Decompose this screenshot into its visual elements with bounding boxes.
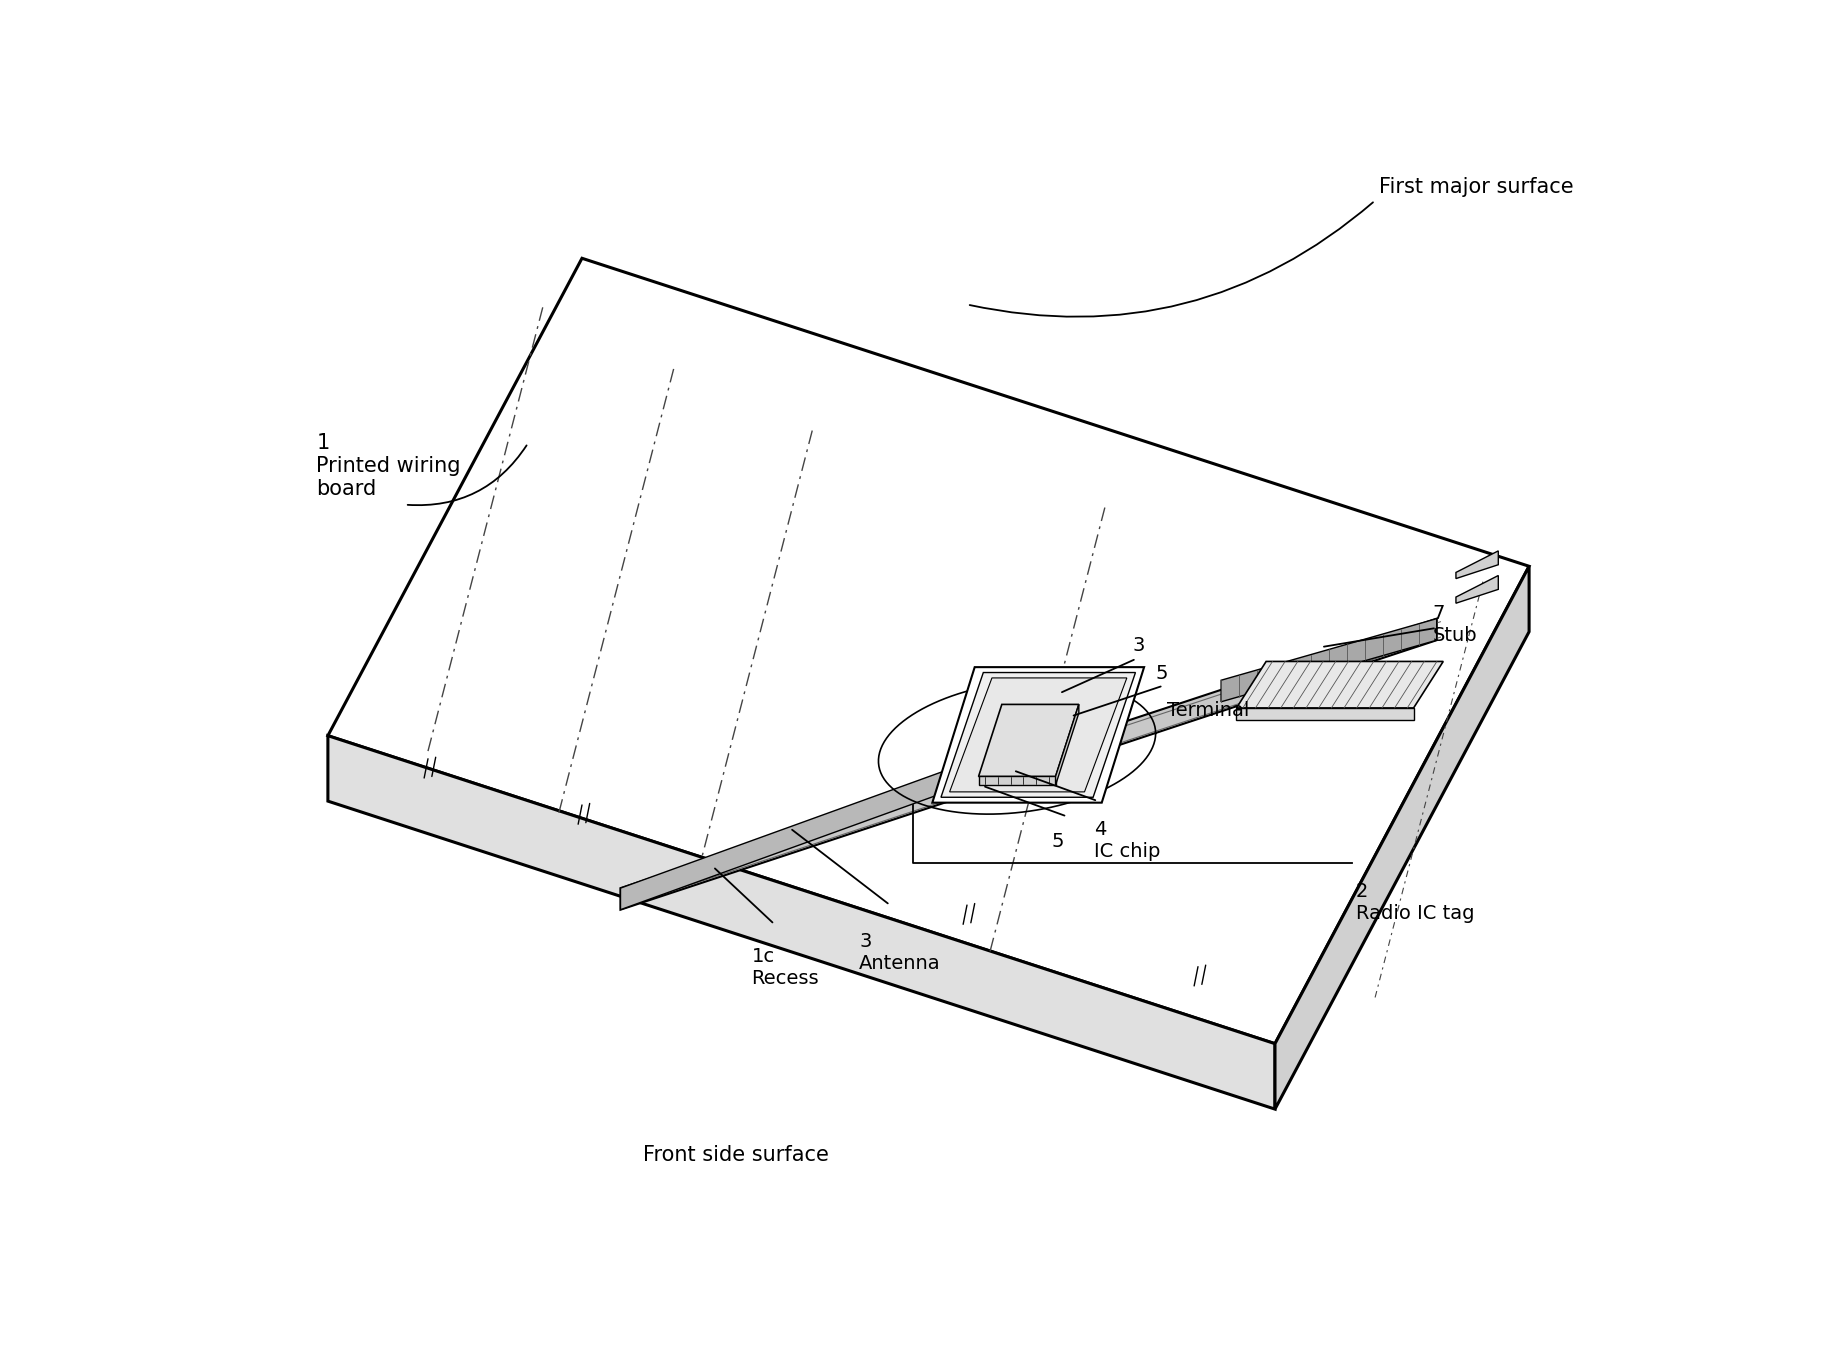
Text: 2
Radio IC tag: 2 Radio IC tag bbox=[1356, 882, 1474, 923]
Polygon shape bbox=[621, 619, 1437, 909]
Polygon shape bbox=[979, 777, 1055, 785]
Text: Terminal: Terminal bbox=[1167, 701, 1250, 720]
Polygon shape bbox=[621, 758, 983, 909]
Polygon shape bbox=[979, 705, 1079, 777]
Polygon shape bbox=[329, 736, 1274, 1109]
Text: First major surface: First major surface bbox=[1380, 177, 1574, 196]
Polygon shape bbox=[949, 677, 1127, 792]
Polygon shape bbox=[1274, 566, 1529, 1109]
Polygon shape bbox=[1055, 705, 1079, 785]
Text: 1c
Recess: 1c Recess bbox=[752, 947, 818, 988]
Text: 3
Antenna: 3 Antenna bbox=[859, 932, 940, 973]
Polygon shape bbox=[940, 672, 1136, 797]
Text: 3: 3 bbox=[1132, 635, 1145, 654]
Text: 7
Stub: 7 Stub bbox=[1433, 604, 1478, 645]
Polygon shape bbox=[1221, 619, 1437, 702]
Polygon shape bbox=[1236, 661, 1443, 707]
Polygon shape bbox=[1455, 575, 1498, 604]
Polygon shape bbox=[1236, 707, 1413, 720]
Text: 5: 5 bbox=[1051, 831, 1064, 851]
Polygon shape bbox=[933, 667, 1143, 803]
Text: Front side surface: Front side surface bbox=[643, 1145, 829, 1165]
Text: 4
IC chip: 4 IC chip bbox=[1093, 821, 1160, 861]
Text: 5: 5 bbox=[1156, 664, 1167, 683]
Text: 1
Printed wiring
board: 1 Printed wiring board bbox=[316, 433, 462, 499]
Polygon shape bbox=[329, 258, 1529, 1044]
Polygon shape bbox=[1455, 551, 1498, 578]
